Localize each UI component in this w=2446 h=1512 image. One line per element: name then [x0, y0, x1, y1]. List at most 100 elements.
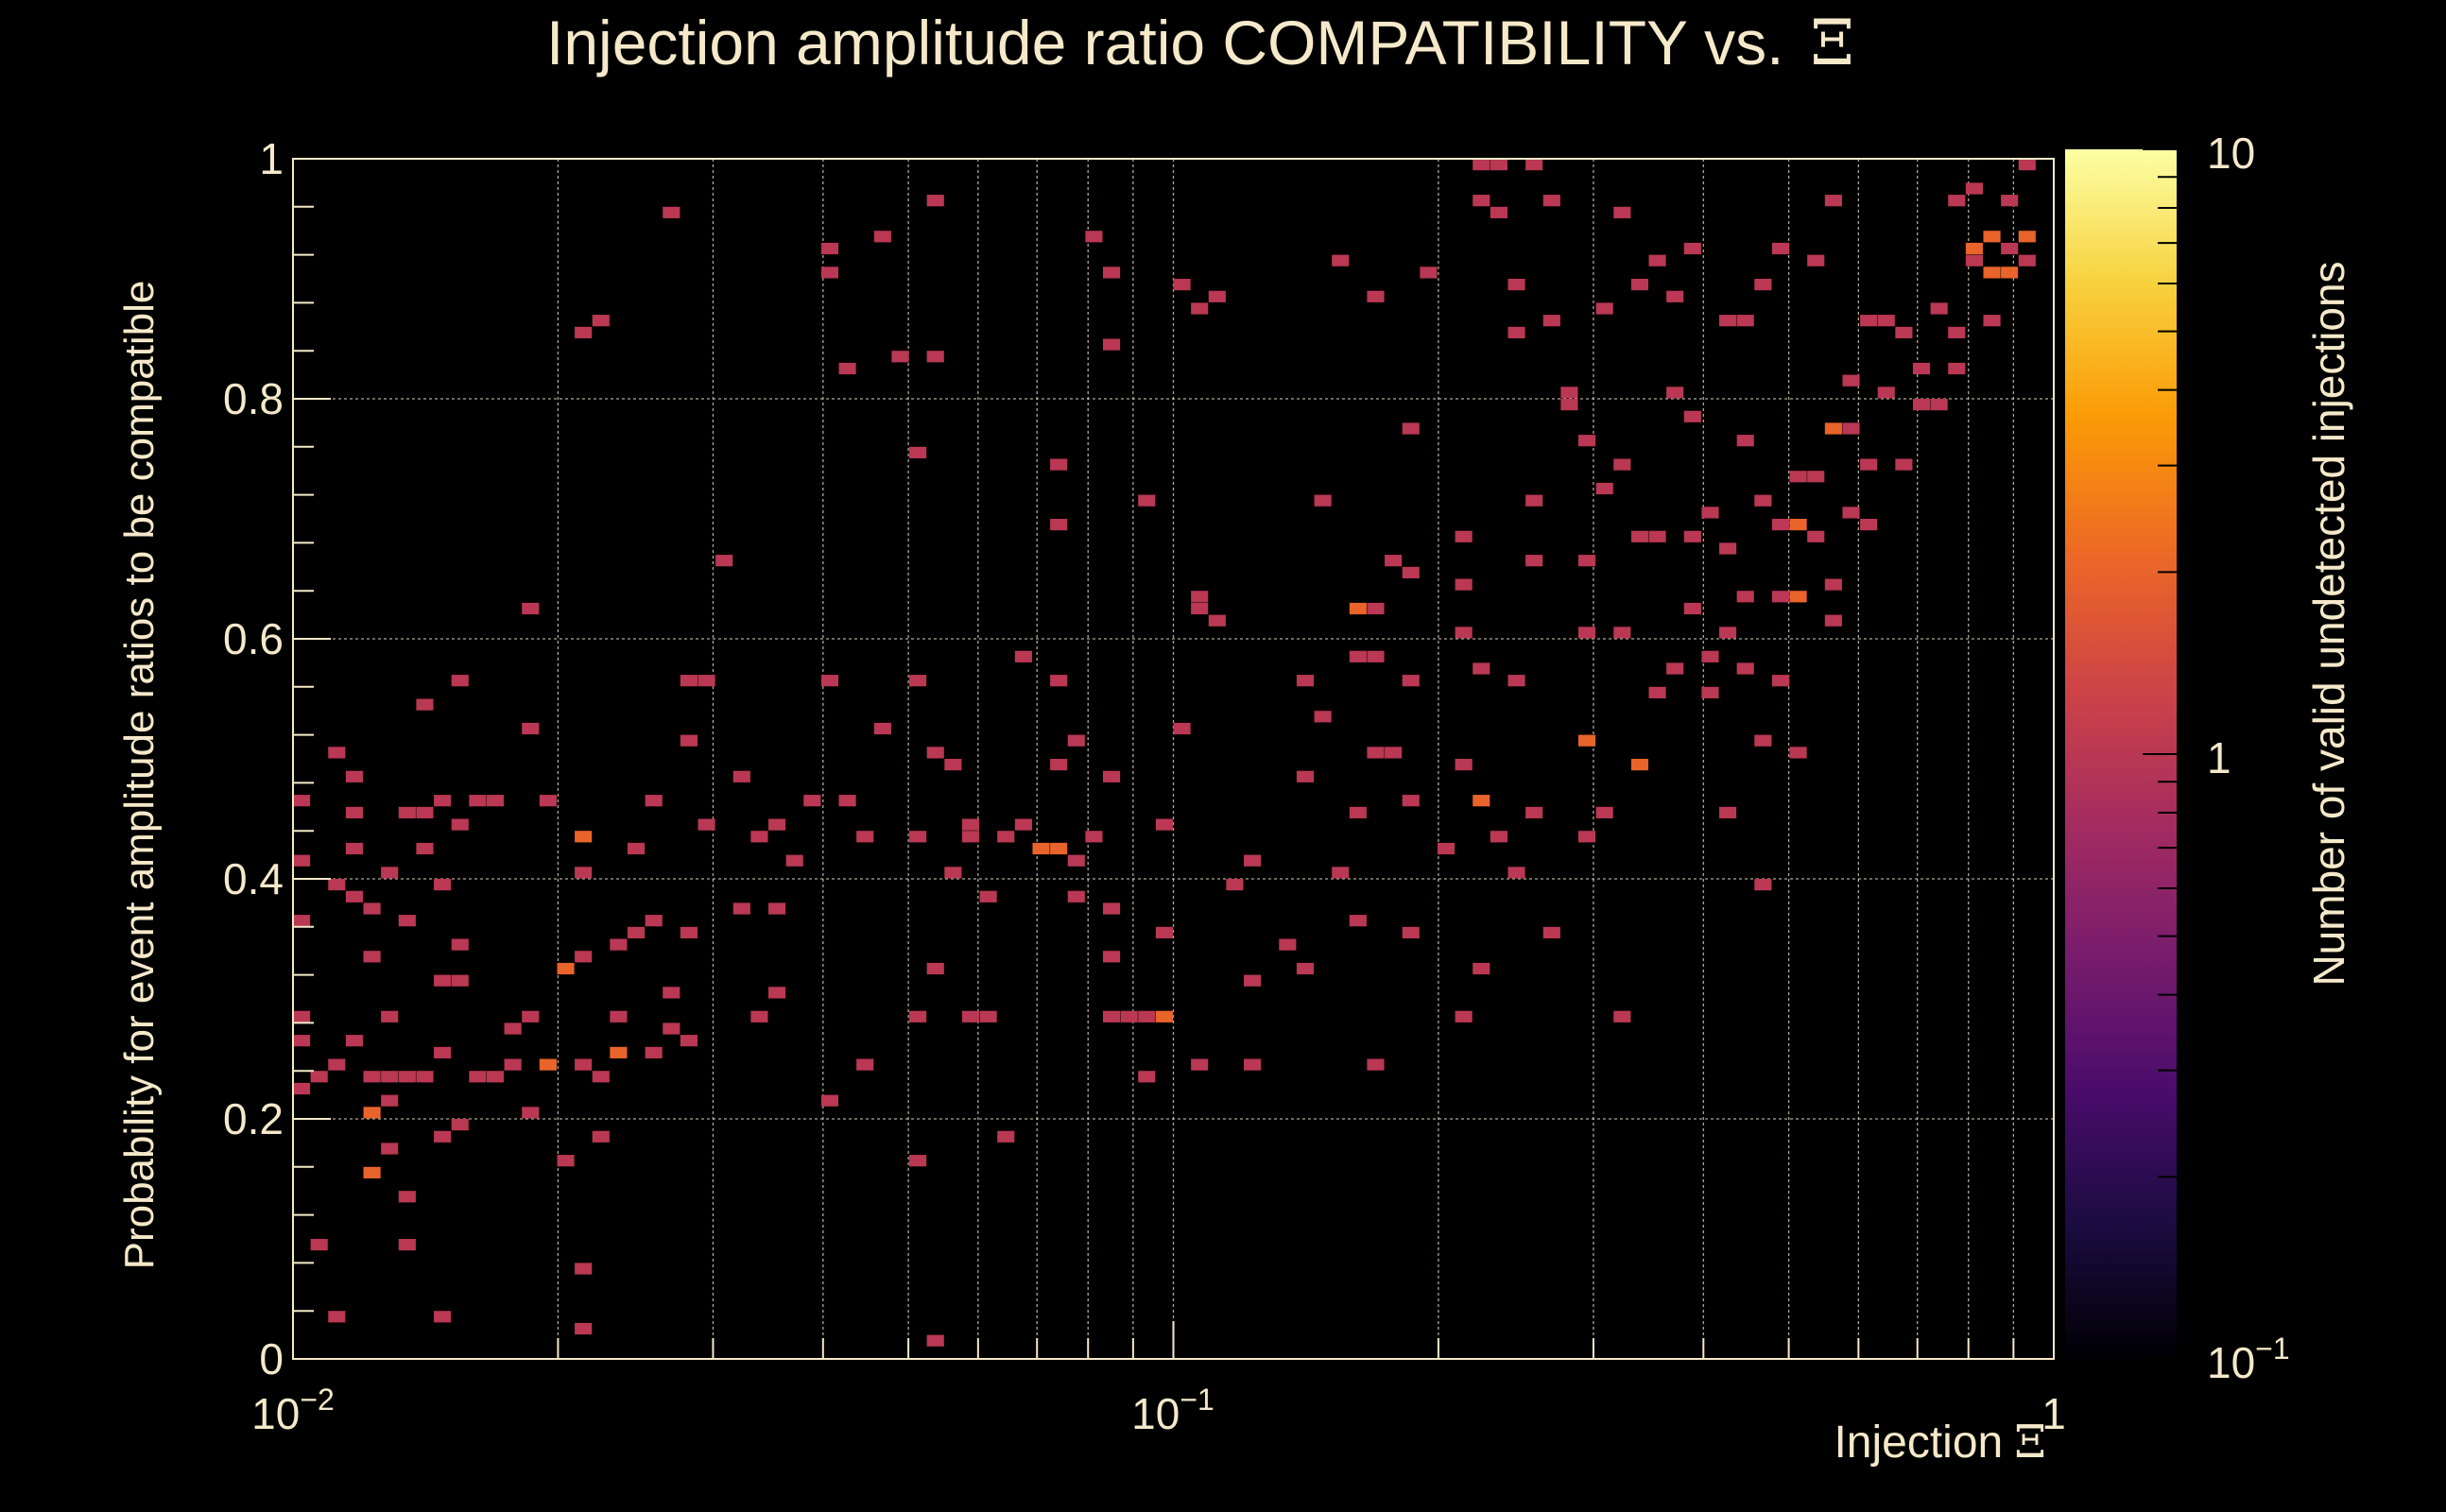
heatmap-cell [1120, 1010, 1138, 1022]
heatmap-cell [1613, 627, 1631, 639]
heatmap-cell [1948, 362, 1966, 375]
y-tick-label-0.4: 0.4 [223, 854, 284, 903]
heatmap-cell [1542, 195, 1560, 207]
heatmap-cell [398, 1071, 416, 1083]
heatmap-cell [416, 806, 434, 818]
heatmap-cell [1473, 795, 1490, 807]
heatmap-cell [1473, 159, 1490, 171]
heatmap-cell [979, 1010, 997, 1022]
heatmap-cell [820, 242, 839, 255]
heatmap-cell [1191, 591, 1209, 603]
heatmap-cell [680, 734, 698, 747]
heatmap-cell [820, 266, 839, 279]
heatmap-cell [1138, 1010, 1156, 1022]
heatmap-cell [891, 351, 909, 363]
heatmap-cell [1948, 195, 1966, 207]
heatmap-cell [1102, 902, 1121, 915]
heatmap-cell [1630, 759, 1649, 771]
heatmap-cell [363, 1071, 381, 1083]
heatmap-cell [909, 446, 927, 458]
y-tick-label-1: 1 [259, 134, 284, 183]
heatmap-cell [926, 195, 944, 207]
heatmap-cell [1525, 806, 1543, 818]
heatmap-cell [1437, 842, 1456, 855]
heatmap-cell [1648, 530, 1666, 542]
heatmap-cell [732, 902, 750, 915]
heatmap-cell [363, 902, 381, 915]
heatmap-cell [1455, 530, 1473, 542]
heatmap-cell [627, 926, 646, 938]
heatmap-cell [645, 1046, 663, 1058]
heatmap-cell [1191, 1058, 1209, 1071]
heatmap-cell [2018, 231, 2036, 243]
x-tick-label-0.1: 10−1 [1131, 1383, 1214, 1438]
heatmap-cell [345, 842, 364, 855]
heatmap-cell [1824, 422, 1842, 435]
z-axis-label: Number of valid undetected injections [2304, 261, 2353, 986]
heatmap-cell [1367, 747, 1385, 759]
heatmap-cell [1983, 231, 2001, 243]
heatmap-cells [293, 159, 2036, 1347]
heatmap-cell [486, 1071, 505, 1083]
heatmap-cell [645, 915, 663, 927]
heatmap-cell [1455, 578, 1473, 591]
heatmap-cell [398, 915, 416, 927]
heatmap-cell [1666, 290, 1684, 302]
heatmap-cell [1719, 627, 1737, 639]
heatmap-cell [715, 555, 733, 567]
heatmap-cell [1965, 254, 1983, 266]
heatmap-cell [363, 1107, 381, 1119]
heatmap-cell [997, 831, 1015, 843]
heatmap-cell [1683, 602, 1701, 615]
heatmap-cell [398, 806, 416, 818]
heatmap-cell [381, 1010, 399, 1022]
heatmap-cell [698, 675, 715, 687]
heatmap-cell [1244, 1058, 1262, 1071]
heatmap-cell [522, 1010, 540, 1022]
heatmap-cell [979, 890, 997, 902]
heatmap-cell [293, 1010, 311, 1022]
heatmap-cell [1155, 926, 1173, 938]
heatmap-cell [1683, 410, 1701, 422]
heatmap-cell [663, 987, 680, 999]
heatmap-cell [1666, 387, 1684, 399]
heatmap-cell [345, 1035, 364, 1047]
heatmap-cell [1473, 195, 1490, 207]
heatmap-cell [1912, 399, 1931, 411]
heatmap-cell [1402, 675, 1420, 687]
heatmap-cell [1507, 675, 1525, 687]
heatmap-cell [1577, 734, 1596, 747]
heatmap-cell [1349, 806, 1367, 818]
heatmap-cell [1683, 530, 1701, 542]
heatmap-cell [926, 351, 944, 363]
heatmap-cell [1102, 338, 1121, 351]
heatmap-cell [1067, 854, 1085, 867]
heatmap-cell [522, 1107, 540, 1119]
heatmap-cell [1490, 206, 1507, 218]
heatmap-cell [451, 1119, 469, 1131]
heatmap-cell [1577, 555, 1596, 567]
heatmap-cell [557, 1155, 575, 1167]
heatmap-cell [434, 1311, 452, 1323]
x-tick-label-0.01: 10−2 [251, 1383, 335, 1438]
heatmap-cell [1613, 206, 1631, 218]
heatmap-cell [909, 831, 927, 843]
heatmap-cell [363, 1166, 381, 1178]
heatmap-cell [1102, 266, 1121, 279]
heatmap-cell [1349, 650, 1367, 662]
x-axis-ticks [292, 1321, 2015, 1359]
heatmap-cell [610, 1010, 628, 1022]
heatmap-cell [1771, 519, 1790, 531]
heatmap-cell [1296, 962, 1315, 975]
heatmap-cell [1050, 675, 1068, 687]
heatmap-cell [293, 1082, 311, 1095]
heatmap-cell [873, 722, 891, 735]
heatmap-cell [398, 1239, 416, 1251]
heatmap-cell [1577, 435, 1596, 447]
heatmap-cell [1191, 602, 1209, 615]
heatmap-cell [680, 1035, 698, 1047]
heatmap-cell [345, 806, 364, 818]
heatmap-cell [663, 206, 680, 218]
z-tick-label-1: 1 [2207, 733, 2231, 782]
heatmap-cell [381, 1143, 399, 1155]
